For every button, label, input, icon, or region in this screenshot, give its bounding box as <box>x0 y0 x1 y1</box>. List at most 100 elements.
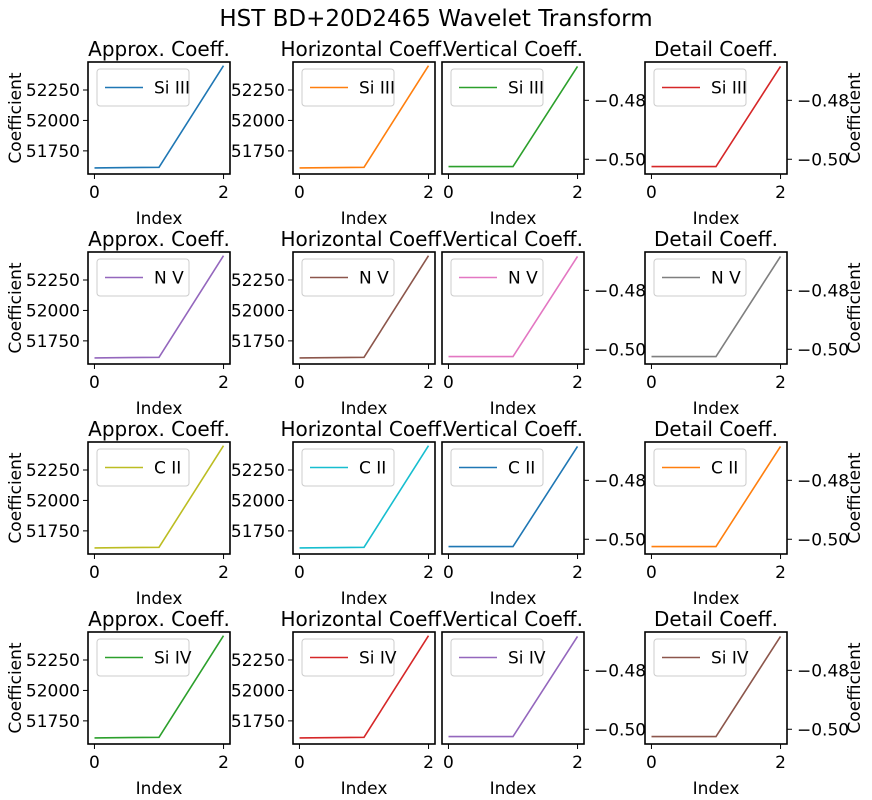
subplot-vertical-3: Vertical Coeff. Si IV 0 2 Index −0.50 −0.48 <box>441 607 646 799</box>
x-axis-label: Index <box>490 209 537 229</box>
y-tick-label: −0.50 <box>594 530 646 550</box>
y-tick-label: −0.50 <box>797 720 849 740</box>
subplot-horizontal-0: Horizontal Coeff. Si III 0 2 Index 51750 52000… <box>231 37 448 229</box>
y-tick-label: −0.48 <box>797 471 849 491</box>
x-tick-label: 0 <box>294 563 305 583</box>
legend: C II <box>301 448 395 487</box>
subplot-approx-0: Approx. Coeff. Si III 0 2 Index 51750 52000 522… <box>6 37 231 229</box>
y-tick-label: 52000 <box>231 301 285 321</box>
axes-frame <box>87 631 231 745</box>
y-tick-label: −0.48 <box>594 471 646 491</box>
legend: Si III <box>653 68 747 107</box>
x-tick-label: 0 <box>443 373 454 393</box>
series-line-c-ii <box>448 445 579 548</box>
legend-label: Si III <box>154 79 190 99</box>
subplot-detail-1: Detail Coeff. N V 0 2 Index −0.50 −0.48Coeffic… <box>644 227 865 419</box>
x-tick-label: 2 <box>423 563 434 583</box>
subplot-vertical-2: Vertical Coeff. C II 0 2 Index −0.50 −0.48 <box>441 417 646 609</box>
x-tick-label: 0 <box>89 183 100 203</box>
x-axis-label: Index <box>490 399 537 419</box>
y-tick-label: 52250 <box>26 271 80 291</box>
y-tick-label: −0.50 <box>797 340 849 360</box>
legend: Si III <box>450 68 544 107</box>
axes-frame <box>292 441 436 555</box>
x-tick-label: 0 <box>294 183 305 203</box>
x-axis-label: Index <box>693 209 740 229</box>
subplot-grid: Approx. Coeff. Si III 0 2 Index 51750 52000 522… <box>6 37 865 799</box>
x-axis-label: Index <box>136 209 183 229</box>
legend: Si III <box>96 68 190 107</box>
subplot-title: Horizontal Coeff. <box>280 417 447 441</box>
x-tick-label: 0 <box>89 373 100 393</box>
axes-frame <box>292 251 436 365</box>
legend: C II <box>96 448 190 487</box>
x-tick-label: 2 <box>572 183 583 203</box>
y-tick-label: −0.50 <box>594 720 646 740</box>
y-tick-label: 52000 <box>26 301 80 321</box>
legend-label: Si IV <box>508 649 546 669</box>
axes-frame <box>87 251 231 365</box>
axes-frame <box>292 631 436 745</box>
series-line-n-v <box>94 255 225 359</box>
axes-frame <box>441 61 585 175</box>
y-tick-label: 52000 <box>26 491 80 511</box>
y-tick-label: 52000 <box>231 111 285 131</box>
legend: Si III <box>301 68 395 107</box>
subplot-approx-3: Approx. Coeff. Si IV 0 2 Index 51750 52000 5225… <box>6 607 231 799</box>
x-tick-label: 0 <box>443 183 454 203</box>
axes-frame <box>644 441 788 555</box>
y-axis-label: Coefficient <box>6 642 26 733</box>
y-tick-label: 51750 <box>231 332 285 352</box>
y-axis-label: Coefficient <box>845 72 865 163</box>
legend: Si IV <box>96 638 192 677</box>
y-axis-label: Coefficient <box>6 262 26 353</box>
x-axis-label: Index <box>341 209 388 229</box>
axes-frame <box>644 251 788 365</box>
x-tick-label: 0 <box>646 563 657 583</box>
x-axis-label: Index <box>490 589 537 609</box>
subplot-title: Vertical Coeff. <box>443 37 583 61</box>
x-tick-label: 0 <box>294 373 305 393</box>
y-tick-label: 51750 <box>231 522 285 542</box>
y-tick-label: 51750 <box>26 332 80 352</box>
y-tick-label: −0.48 <box>797 661 849 681</box>
y-tick-label: 52250 <box>26 461 80 481</box>
y-tick-label: 51750 <box>26 142 80 162</box>
x-tick-label: 2 <box>218 753 229 773</box>
y-tick-label: −0.48 <box>797 91 849 111</box>
subplot-title: Approx. Coeff. <box>88 37 230 61</box>
subplot-title: Detail Coeff. <box>654 417 778 441</box>
subplot-approx-1: Approx. Coeff. N V 0 2 Index 51750 52000 52250C… <box>6 227 231 419</box>
legend-label: N V <box>359 269 389 289</box>
subplot-title: Detail Coeff. <box>654 607 778 631</box>
x-tick-label: 0 <box>646 183 657 203</box>
subplot-title: Horizontal Coeff. <box>280 607 447 631</box>
y-tick-label: 51750 <box>26 522 80 542</box>
y-tick-label: 51750 <box>26 712 80 732</box>
y-tick-label: 52000 <box>231 681 285 701</box>
y-axis-label: Coefficient <box>6 72 26 163</box>
subplot-title: Detail Coeff. <box>654 37 778 61</box>
legend-label: Si IV <box>711 649 749 669</box>
axes-frame <box>441 631 585 745</box>
x-axis-label: Index <box>693 779 740 799</box>
x-tick-label: 2 <box>572 373 583 393</box>
legend-label: Si III <box>711 79 747 99</box>
y-tick-label: −0.48 <box>594 91 646 111</box>
x-axis-label: Index <box>693 589 740 609</box>
subplot-horizontal-3: Horizontal Coeff. Si IV 0 2 Index 51750 52000 5… <box>231 607 448 799</box>
axes-frame <box>87 441 231 555</box>
y-tick-label: −0.48 <box>797 281 849 301</box>
x-tick-label: 2 <box>218 373 229 393</box>
axes-frame <box>87 61 231 175</box>
series-line-si-iv <box>651 635 782 738</box>
y-tick-label: 52250 <box>231 461 285 481</box>
x-axis-label: Index <box>693 399 740 419</box>
subplot-vertical-0: Vertical Coeff. Si III 0 2 Index −0.50 −0.48 <box>441 37 646 229</box>
y-tick-label: −0.50 <box>797 530 849 550</box>
x-tick-label: 2 <box>775 373 786 393</box>
y-tick-label: −0.50 <box>594 340 646 360</box>
y-tick-label: −0.48 <box>594 281 646 301</box>
x-tick-label: 0 <box>89 753 100 773</box>
